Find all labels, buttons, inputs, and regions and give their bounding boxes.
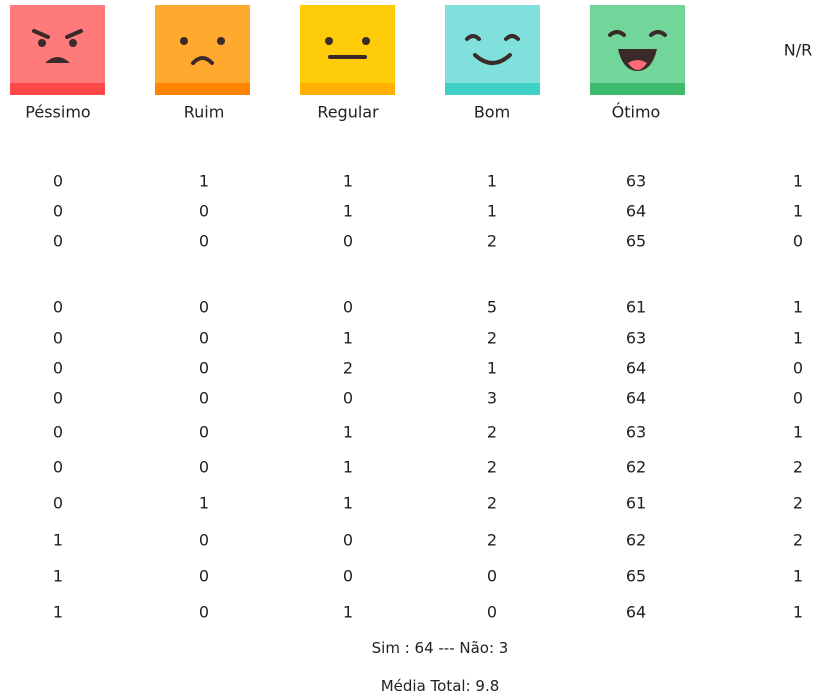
table-cell: 64	[625, 388, 647, 408]
table-cell: 1	[342, 457, 354, 477]
table-cell: 1	[342, 201, 354, 221]
table-cell: 1	[198, 493, 210, 513]
table-cell: 1	[342, 171, 354, 191]
table-cell: 61	[625, 493, 647, 513]
summary: Sim : 64 --- Não: 3	[371, 639, 509, 657]
table-cell: 0	[52, 328, 64, 348]
table-cell: 1	[52, 602, 64, 622]
column-label: Bom	[473, 102, 511, 122]
table-cell: 64	[625, 602, 647, 622]
table-cell: 0	[486, 602, 498, 622]
table-cell: 0	[52, 297, 64, 317]
table-cell: 0	[198, 530, 210, 550]
table-cell: 1	[792, 297, 804, 317]
table-cell: 0	[792, 358, 804, 378]
table-cell: 2	[792, 493, 804, 513]
table-cell: 0	[198, 358, 210, 378]
table-cell: 62	[625, 530, 647, 550]
table-cell: 1	[52, 566, 64, 586]
table-cell: 0	[792, 388, 804, 408]
table-cell: 3	[486, 388, 498, 408]
table-cell: 0	[198, 388, 210, 408]
table-cell: 63	[625, 328, 647, 348]
table-cell: 1	[792, 201, 804, 221]
icon-otimo	[590, 5, 685, 95]
table-cell: 63	[625, 171, 647, 191]
table-cell: 0	[52, 422, 64, 442]
table-cell: 0	[342, 530, 354, 550]
table-cell: 1	[486, 171, 498, 191]
table-cell: 1	[486, 201, 498, 221]
table-cell: 65	[625, 566, 647, 586]
table-cell: 1	[198, 171, 210, 191]
average: Média Total: 9.8	[380, 677, 500, 695]
table-cell: 2	[342, 358, 354, 378]
table-cell: 0	[198, 422, 210, 442]
table-cell: 0	[52, 231, 64, 251]
column-label: Ruim	[183, 102, 225, 122]
table-cell: 0	[52, 171, 64, 191]
icon-ruim	[155, 5, 250, 95]
table-cell: 1	[342, 328, 354, 348]
table-cell: 0	[198, 297, 210, 317]
table-cell: 0	[52, 493, 64, 513]
table-cell: 0	[52, 201, 64, 221]
table-cell: 1	[486, 358, 498, 378]
table-cell: 0	[342, 297, 354, 317]
table-cell: 62	[625, 457, 647, 477]
icon-regular	[300, 5, 395, 95]
table-cell: 2	[486, 231, 498, 251]
column-label: Ótimo	[611, 102, 661, 122]
table-cell: 65	[625, 231, 647, 251]
column-label: Regular	[317, 102, 379, 122]
column-label: Péssimo	[25, 102, 91, 122]
table-cell: 2	[792, 457, 804, 477]
icon-bom	[445, 5, 540, 95]
table-cell: 5	[486, 297, 498, 317]
table-cell: 0	[198, 231, 210, 251]
table-cell: 0	[198, 566, 210, 586]
table-cell: 1	[342, 602, 354, 622]
table-cell: 2	[486, 422, 498, 442]
table-cell: 0	[198, 602, 210, 622]
table-cell: 0	[198, 201, 210, 221]
table-cell: 2	[792, 530, 804, 550]
table-cell: 1	[792, 422, 804, 442]
table-cell: 1	[792, 566, 804, 586]
table-cell: 0	[198, 457, 210, 477]
table-cell: 0	[342, 231, 354, 251]
table-cell: 61	[625, 297, 647, 317]
table-cell: 0	[198, 328, 210, 348]
table-cell: 1	[342, 493, 354, 513]
table-cell: 0	[52, 457, 64, 477]
table-cell: 0	[342, 566, 354, 586]
table-cell: 1	[52, 530, 64, 550]
table-cell: 64	[625, 358, 647, 378]
table-cell: 1	[792, 328, 804, 348]
table-cell: 2	[486, 493, 498, 513]
table-cell: 0	[52, 358, 64, 378]
table-cell: 0	[52, 388, 64, 408]
table-cell: 1	[342, 422, 354, 442]
table-cell: 1	[792, 171, 804, 191]
table-cell: 0	[342, 388, 354, 408]
table-cell: 2	[486, 530, 498, 550]
table-cell: 0	[792, 231, 804, 251]
table-cell: 2	[486, 457, 498, 477]
table-cell: 0	[486, 566, 498, 586]
table-cell: 2	[486, 328, 498, 348]
table-cell: 1	[792, 602, 804, 622]
table-cell: 64	[625, 201, 647, 221]
table-cell: 63	[625, 422, 647, 442]
column-label: N/R	[783, 40, 813, 60]
icon-pessimo	[10, 5, 105, 95]
